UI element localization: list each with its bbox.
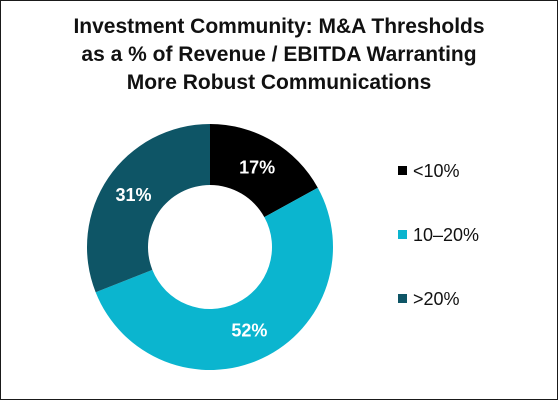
legend-label-2: 10–20% [413, 225, 479, 245]
chart-title-line-3: More Robust Communications [126, 71, 432, 94]
donut-slice-2 [95, 187, 333, 370]
legend-swatch-3 [398, 294, 407, 303]
slice-label-1: 17% [239, 157, 275, 177]
chart-title: Investment Community: M&A Thresholds as … [1, 13, 557, 97]
slice-label-3: 31% [115, 185, 151, 205]
legend-swatch-1 [398, 166, 407, 175]
legend-label-3: >20% [413, 289, 460, 309]
legend-swatch-2 [398, 230, 407, 239]
donut-slice-1 [210, 124, 318, 218]
donut-slice-3 [87, 124, 210, 293]
legend-label-1: <10% [413, 161, 460, 181]
chart-title-line-2: as a % of Revenue / EBITDA Warranting [81, 43, 477, 66]
chart-title-line-1: Investment Community: M&A Thresholds [73, 15, 485, 38]
slice-label-2: 52% [231, 321, 267, 341]
